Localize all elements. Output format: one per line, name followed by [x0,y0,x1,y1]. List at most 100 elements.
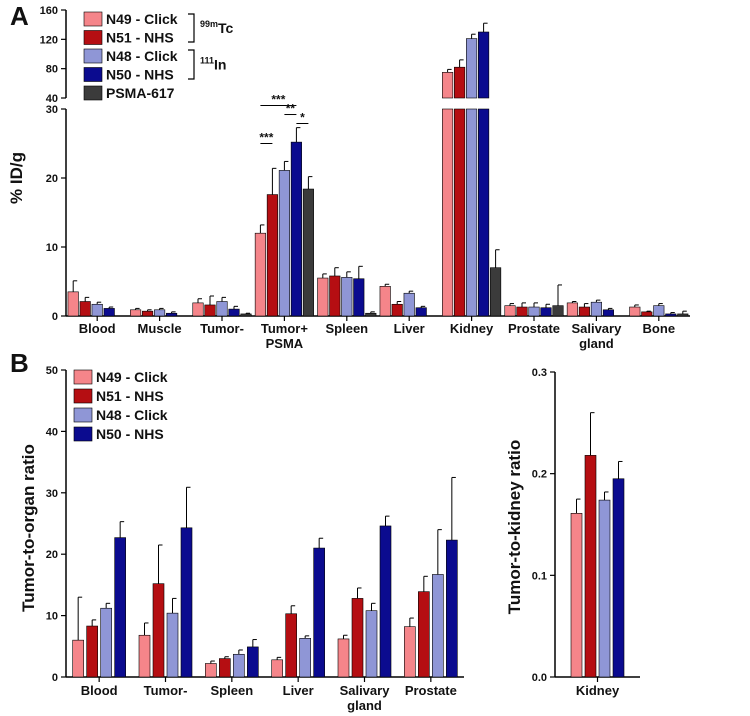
panel-a-bar-n49-click-muscle [130,309,142,317]
panel-c-ytick-label: 0.3 [532,367,547,379]
panel-b-ytick-label: 40 [46,426,58,438]
panel-a-axis-break [440,99,507,108]
panel-b-bar-n50-nhs-blood [114,537,126,678]
panel-b-ytick-label: 0 [52,672,58,684]
panel-b-bar-n49-click-tumor [138,634,151,678]
panel-a-legend-label-n50-nhs: N50 - NHS [106,67,174,83]
panel-b-bar-n48-click-tumor [166,612,179,678]
panel-a-bar-n48-click-kidney [466,38,478,99]
panel-a-bar-n51-nhs-liver [391,303,403,317]
panel-b-bar-n48-click-blood [100,607,112,678]
panel-a-category-salivary-gland: gland [579,336,614,351]
panel-b-bar-n51-nhs-tumor [152,583,165,678]
panel-a-category-blood: Blood [79,321,116,336]
panel-a-significance-label: *** [271,93,285,107]
panel-a-legend-swatch-n51-nhs [83,30,103,45]
panel-b-bar-n50-nhs-spleen [247,646,259,678]
panel-c-bar-n51-nhs-kidney [584,455,597,678]
panel-b-bar-n51-nhs-salivary-gland [351,598,364,678]
panel-b-bar-n49-click-salivary-gland [337,638,350,678]
panel-a-bar-n48-click-tumor-psma [278,170,290,317]
panel-a-bar-n48-click-muscle [154,309,166,317]
panel-a-bar-n50-nhs-tumor-psma [290,141,302,317]
panel-a-legend-swatch-psma-617 [83,85,103,101]
panel-a-bar-n49-click-blood [67,291,79,317]
panel-a-bar-n50-nhs-muscle [166,312,178,317]
panel-b-bar-n50-nhs-tumor [180,527,193,678]
panel-a-isotope-label-99mtc: 99mTc [200,19,234,36]
panel-a-ytick-label: 160 [40,5,58,17]
panel-b-bar-n49-click-prostate [404,626,416,678]
panel-b-legend-swatch-n50-nhs [73,426,93,442]
panel-a-ylabel: % ID/g [7,152,26,204]
panel-a-bar-psma-617-tumor [240,313,252,317]
panel-b-bar-n51-nhs-prostate [418,591,430,678]
panel-a-bar-n51-nhs-kidney-lower [454,108,466,317]
panel-a-legend-swatch-n49-click [83,11,103,27]
panel-a-bar-n50-nhs-kidney [478,31,490,99]
panel-a-bar-n48-click-blood [91,303,103,317]
panel-a-bar-n50-nhs-bone [665,313,677,317]
panel-a-bar-n48-click-salivary-gland [590,301,602,317]
panel-a-bar-n51-nhs-bone [641,311,653,317]
panel-a-significance-label: * [300,110,305,124]
panel-a-category-muscle: Muscle [138,321,182,336]
panel-a-bar-n51-nhs-tumor [204,304,216,317]
panel-a-bar-n51-nhs-blood [79,301,91,317]
panel-b-category-spleen: Spleen [211,683,254,698]
panel-b-category-salivary-gland: gland [347,698,382,713]
panel-b-bar-n48-click-prostate [432,574,444,678]
panel-a-bar-n51-nhs-spleen [329,275,341,317]
panel-b-kidney-chart: Tumor-to-kidney ratio 0.0 0.1 0.2 0.3 Kidney [505,367,640,698]
panel-a-ytick-label: 120 [40,34,58,46]
panel-a-bar-n49-click-tumor [192,302,204,317]
panel-a-bar-n51-nhs-prostate [516,306,528,317]
panel-label-a: A [10,1,29,31]
panel-b-legend-label-n49-click: N49 - Click [96,369,168,385]
panel-a-category-spleen: Spleen [325,321,368,336]
panel-a-category-liver: Liver [394,321,425,336]
panel-a-bar-n50-nhs-liver [415,307,427,317]
panel-a-bar-n51-nhs-muscle [142,310,154,317]
panel-a-bar-n51-nhs-tumor-psma [266,194,278,317]
panel-b-category-salivary-gland: Salivary [340,683,391,698]
panel-a-bar-n49-click-liver [379,286,391,317]
panel-a-category-kidney: Kidney [450,321,494,336]
panel-b-category-prostate: Prostate [405,683,457,698]
panel-b-legend-swatch-n49-click [73,369,93,385]
panel-a-legend-label-n49-click: N49 - Click [106,11,178,27]
panel-b-category-liver: Liver [283,683,314,698]
panel-a-bar-psma-617-spleen [365,312,377,317]
panel-label-b: B [10,348,29,378]
panel-b-ytick-label: 30 [46,488,58,500]
panel-a-bar-n50-nhs-kidney-lower [478,108,490,317]
panel-a-isotope-label-111in: 111In [200,56,226,73]
panel-c-category-kidney: Kidney [576,683,620,698]
panel-a-category-bone: Bone [643,321,676,336]
panel-a-bar-n48-click-spleen [341,277,353,317]
panel-b-bar-n51-nhs-blood [86,625,98,678]
panel-b-kidney-ylabel: Tumor-to-kidney ratio [505,440,524,614]
panel-a-legend-swatch-n48-click [83,48,103,64]
panel-b-bar-n51-nhs-liver [285,613,297,678]
panel-a-bar-psma-617-kidney [490,267,502,317]
panel-a-bar-n49-click-kidney [442,72,454,99]
panel-b-chart: Tumor-to-organ ratio 0 10 20 30 40 50 Blood Tum… [19,365,464,713]
panel-a-significance-label: ** [286,102,296,116]
panel-a-bar-n48-click-kidney-lower [466,108,478,317]
panel-a-bar-n51-nhs-kidney [454,66,466,99]
panel-b-legend-swatch-n51-nhs [73,388,93,404]
panel-a-legend-label-n51-nhs: N51 - NHS [106,30,174,46]
panel-b-bar-n49-click-liver [271,659,283,678]
panel-a-bar-psma-617-prostate [552,305,564,317]
panel-b-bar-n49-click-spleen [205,663,217,678]
panel-a-bar-n49-click-bone [629,306,641,317]
panel-b-bar-n48-click-salivary-gland [365,610,378,678]
panel-a-category-salivary-gland: Salivary [571,321,622,336]
panel-b-bar-n50-nhs-prostate [446,539,458,678]
panel-a-bar-psma-617-bone [677,313,689,317]
panel-a-ytick-label: 30 [46,104,58,116]
panel-a-bar-n49-click-salivary-gland [566,302,578,317]
panel-a-category-tumor-psma: PSMA [266,336,304,351]
